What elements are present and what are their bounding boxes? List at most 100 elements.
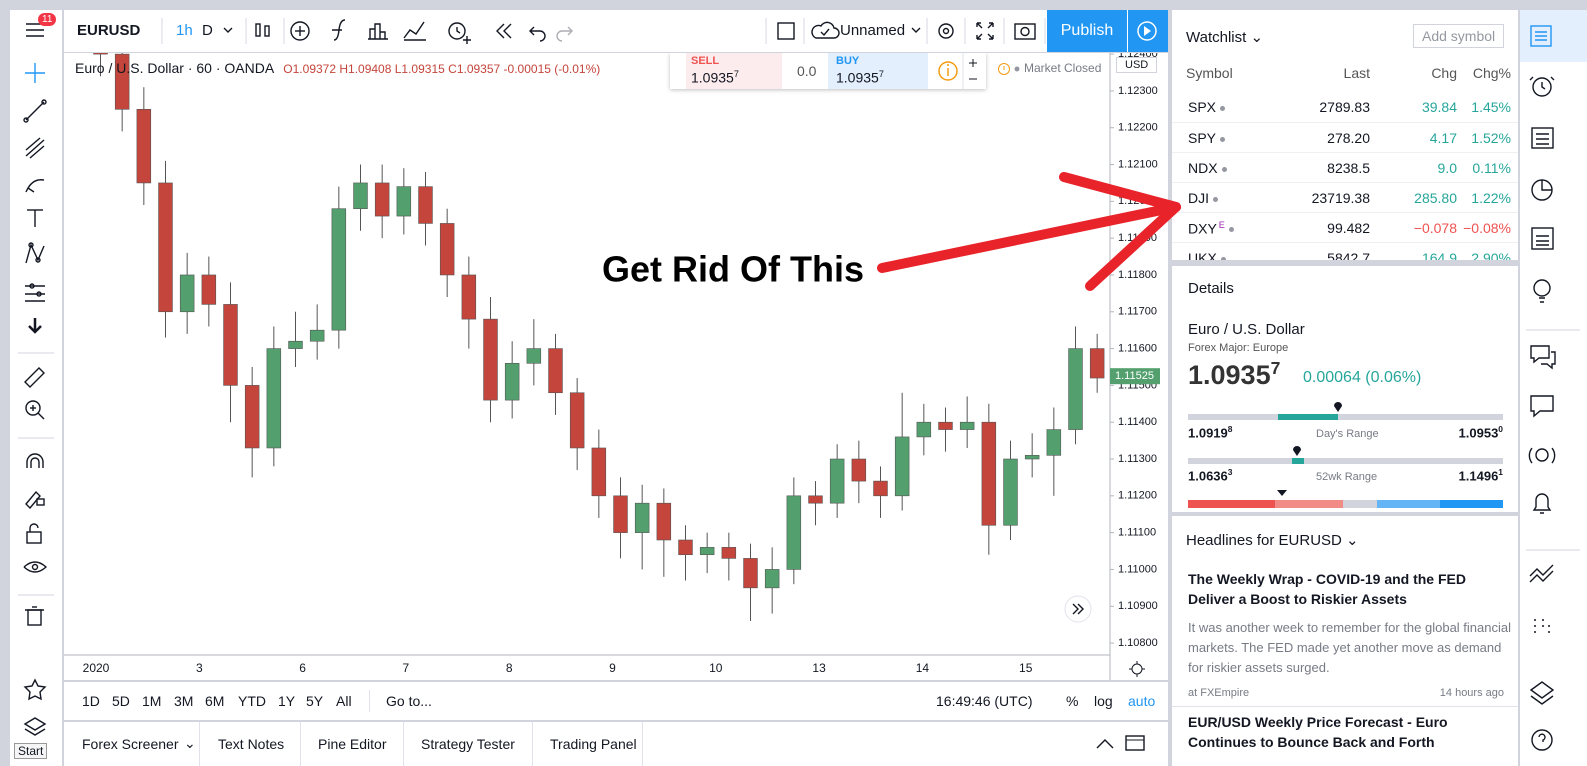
fullscreen-box-icon[interactable] bbox=[777, 22, 795, 40]
favorites-icon[interactable] bbox=[23, 678, 47, 701]
timeframe-button[interactable]: 1Y bbox=[278, 693, 296, 709]
watchlist-row[interactable]: DJI 23719.38 285.80 1.22% bbox=[1172, 182, 1518, 213]
watchlist-title[interactable]: Watchlist ⌄ bbox=[1186, 29, 1264, 46]
zoom-icon[interactable] bbox=[25, 400, 45, 420]
interval[interactable]: 1h bbox=[176, 22, 193, 39]
cloud-icon[interactable] bbox=[811, 21, 840, 39]
timeframe-button[interactable]: 3M bbox=[174, 693, 194, 709]
details: Details Euro / U.S. Dollar Forex Major: … bbox=[1172, 266, 1518, 512]
headline-title[interactable]: The Weekly Wrap - COVID-19 and the FED D… bbox=[1188, 571, 1466, 607]
eye-icon[interactable] bbox=[23, 561, 48, 573]
watchlist-row[interactable]: UKX 5842.7 164.9 2.90% bbox=[1172, 242, 1518, 260]
layers-icon[interactable] bbox=[23, 717, 47, 736]
ruler-icon[interactable] bbox=[24, 367, 45, 388]
trend-line-icon[interactable] bbox=[23, 99, 47, 123]
scale-option[interactable]: % bbox=[1066, 693, 1079, 709]
timeframe-button[interactable]: 1D bbox=[82, 693, 100, 709]
buy-button[interactable]: BUY 1.09357 bbox=[828, 53, 928, 89]
snapshot-icon[interactable] bbox=[1014, 23, 1036, 40]
order-panel-icon[interactable] bbox=[1529, 564, 1554, 583]
candle-body bbox=[1046, 429, 1062, 456]
scale-option[interactable]: auto bbox=[1128, 693, 1156, 709]
publish-button[interactable]: Publish bbox=[1047, 10, 1127, 52]
alerts-icon[interactable] bbox=[1529, 76, 1555, 97]
help-icon[interactable] bbox=[1531, 729, 1553, 751]
divider bbox=[369, 690, 370, 712]
add-symbol[interactable]: Add symbol bbox=[1413, 24, 1505, 48]
arrow-icon[interactable] bbox=[28, 318, 42, 334]
replay-icon[interactable] bbox=[496, 23, 512, 39]
watchlist-row[interactable]: DXY E 99.482 −0.078 −0.08% bbox=[1172, 212, 1518, 243]
info-icon[interactable] bbox=[938, 61, 958, 81]
axis-settings-icon[interactable] bbox=[1129, 661, 1145, 677]
row-change-pct: −0.08% bbox=[1463, 220, 1511, 236]
messages-icon[interactable] bbox=[1530, 395, 1554, 418]
compare-icon[interactable] bbox=[290, 21, 310, 41]
trading-icon[interactable] bbox=[1529, 681, 1555, 705]
layout-name[interactable]: Unnamed bbox=[840, 22, 906, 39]
symbol[interactable]: EURUSD bbox=[77, 22, 141, 39]
row-change: 4.17 bbox=[1429, 130, 1457, 146]
watchlist-title-text: Watchlist bbox=[1186, 29, 1247, 46]
fib-icon[interactable] bbox=[25, 137, 45, 159]
settings-icon[interactable] bbox=[938, 23, 954, 39]
chats-icon[interactable] bbox=[1530, 345, 1556, 370]
templates-icon[interactable] bbox=[368, 23, 388, 40]
headlines-title[interactable]: Headlines for EURUSD ⌄ bbox=[1186, 532, 1359, 549]
dom-icon[interactable] bbox=[1534, 619, 1550, 633]
headline-title[interactable]: EUR/USD Weekly Price Forecast - Euro Con… bbox=[1188, 714, 1448, 750]
calendar-icon[interactable] bbox=[1531, 227, 1554, 250]
redo-icon[interactable] bbox=[556, 26, 573, 42]
play-icon bbox=[1137, 21, 1157, 41]
crosshair-icon[interactable] bbox=[25, 63, 45, 83]
compare-chart-icon[interactable] bbox=[403, 21, 426, 41]
timeframe-button[interactable]: 1M bbox=[142, 693, 162, 709]
scale-option[interactable]: log bbox=[1094, 693, 1113, 709]
text-icon[interactable] bbox=[27, 209, 43, 227]
candle-body bbox=[526, 348, 542, 364]
notifications-icon[interactable] bbox=[1532, 493, 1552, 514]
timeframe-button[interactable]: YTD bbox=[238, 693, 266, 709]
scroll-right-button[interactable] bbox=[1063, 594, 1093, 624]
data-window-icon[interactable] bbox=[1531, 127, 1554, 149]
streams-icon[interactable] bbox=[1528, 447, 1556, 464]
forecast-icon[interactable] bbox=[25, 283, 45, 302]
headline-snippet: It was another week to remember for the … bbox=[1188, 620, 1512, 675]
sell-button[interactable]: SELL 1.09357 bbox=[686, 53, 782, 89]
qty-controls[interactable] bbox=[969, 59, 977, 80]
undo-icon[interactable] bbox=[529, 26, 546, 42]
ideas-icon[interactable] bbox=[1533, 279, 1551, 303]
pattern-icon[interactable] bbox=[25, 242, 45, 264]
watchlist-row[interactable]: NDX 8238.5 9.0 0.11% bbox=[1172, 152, 1518, 183]
bottom-tab[interactable]: Pine Editor bbox=[300, 722, 404, 766]
lock-drawings-icon[interactable] bbox=[25, 490, 45, 510]
watchlist-row[interactable]: SPY 278.20 4.17 1.52% bbox=[1172, 122, 1518, 153]
bar-style-icon[interactable] bbox=[255, 23, 270, 37]
lock-icon[interactable] bbox=[26, 523, 42, 544]
legend-high: H1.09408 bbox=[339, 62, 392, 76]
timeframe-button[interactable]: All bbox=[336, 693, 352, 709]
timeframe-button[interactable]: 5D bbox=[112, 693, 130, 709]
watchlist-row[interactable]: SPX 2789.83 39.84 1.45% bbox=[1172, 92, 1518, 122]
play-button[interactable] bbox=[1128, 10, 1168, 52]
row-change: 39.84 bbox=[1421, 99, 1457, 115]
fullscreen-icon[interactable] bbox=[976, 22, 994, 40]
magnet-icon[interactable] bbox=[26, 453, 44, 468]
hotlist-icon[interactable] bbox=[1531, 179, 1553, 201]
timeframe-button[interactable]: 6M bbox=[205, 693, 225, 709]
brush-icon[interactable] bbox=[25, 179, 45, 193]
interval-d[interactable]: D bbox=[202, 22, 213, 39]
bottom-tab[interactable]: Strategy Tester bbox=[403, 722, 533, 766]
indicators-icon[interactable] bbox=[332, 19, 346, 41]
bottom-tab[interactable]: Forex Screener ⌄ bbox=[64, 722, 200, 766]
watchlist-icon[interactable] bbox=[1530, 25, 1552, 47]
menu-icon[interactable] bbox=[26, 23, 44, 37]
bottom-tab[interactable]: Text Notes bbox=[200, 722, 301, 766]
panel-controls[interactable] bbox=[1089, 722, 1149, 766]
goto-button[interactable]: Go to... bbox=[386, 693, 432, 709]
trash-icon[interactable] bbox=[25, 606, 44, 626]
timeframe-button[interactable]: 5Y bbox=[306, 693, 324, 709]
alert-icon[interactable] bbox=[448, 22, 471, 44]
bottom-tab[interactable]: Trading Panel bbox=[532, 722, 643, 766]
headlines: Headlines for EURUSD ⌄ The Weekly Wrap -… bbox=[1172, 516, 1518, 766]
